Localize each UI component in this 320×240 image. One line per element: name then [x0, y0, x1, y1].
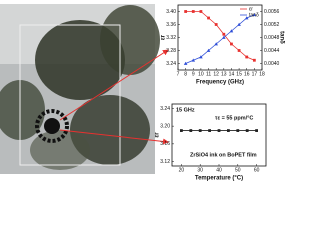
legend-label: tanδ [249, 12, 259, 18]
marker [199, 55, 203, 59]
marker [180, 129, 183, 132]
x-tick-label: 12 [213, 71, 219, 77]
arrows [59, 49, 169, 145]
x-tick-label: 14 [229, 71, 235, 77]
marker [255, 129, 258, 132]
figure: 7 8 9 10 11 12 13 14 15 16 17 18 3.24 3.28 3.32 3.36 3.4… [0, 4, 284, 182]
marker [184, 10, 188, 13]
x-tick-label: 8 [184, 71, 187, 77]
x-tick-label: 10 [198, 71, 204, 77]
y2-tick-label: 0.0052 [264, 22, 280, 28]
x-tick-label: 7 [177, 71, 180, 77]
plot-frame [177, 4, 263, 71]
x-tick-label: 11 [206, 71, 211, 77]
x-tick-label: 9 [192, 71, 195, 77]
marker [244, 16, 249, 20]
marker [214, 23, 218, 26]
y-tick-label: 3.24 [166, 61, 176, 67]
y-tick-label: 3.20 [160, 123, 170, 129]
marker [222, 32, 226, 36]
x-tick-label: 60 [254, 167, 260, 173]
marker [237, 22, 241, 26]
x-axis-label: Frequency (GHz) [196, 80, 244, 86]
series-line [185, 11, 255, 61]
y-tick-label: 3.12 [160, 159, 170, 165]
x-tick-label: 50 [235, 167, 241, 173]
marker [252, 58, 256, 62]
marker [245, 129, 249, 132]
x-axis-label: Temperature (°C) [195, 176, 243, 182]
plot-frame [171, 103, 267, 167]
x-tick-label: 40 [216, 167, 222, 173]
y-tick-label: 3.16 [160, 141, 170, 147]
annotation: τε = 55 ppm/°C [215, 115, 253, 121]
marker [229, 29, 234, 33]
y2-tick-label: 0.0044 [264, 48, 280, 54]
y2-tick-label: 0.0040 [264, 61, 280, 67]
x-tick-label: 20 [179, 167, 185, 173]
x-tick-label: 17 [252, 71, 258, 77]
annotation: 15 GHz [176, 107, 195, 113]
y-axis-label: εr [161, 34, 167, 40]
y-axis-label: εr [155, 132, 161, 138]
marker [245, 55, 249, 59]
marker [236, 129, 240, 132]
marker [206, 48, 211, 52]
marker [183, 61, 188, 65]
x-tick-label: 16 [244, 71, 250, 77]
marker [237, 49, 241, 52]
legend-label: εr [249, 6, 253, 12]
y-tick-label: 3.24 [160, 106, 170, 112]
y2-tick-label: 0.0056 [264, 9, 280, 15]
series-line [185, 14, 255, 64]
marker [189, 129, 193, 132]
marker [217, 129, 221, 132]
annotation: ZrSiO4 ink on BoPET film [190, 152, 257, 158]
marker [191, 58, 196, 62]
y-tick-label: 3.28 [166, 48, 176, 54]
marker [252, 12, 257, 17]
y-tick-label: 3.36 [166, 22, 176, 28]
y-tick-label: 3.32 [166, 35, 176, 41]
marker [208, 129, 211, 132]
photo [0, 4, 160, 174]
x-tick-label: 18 [259, 71, 265, 77]
marker [191, 10, 195, 13]
y2-axis-label: tanδ [278, 31, 284, 44]
marker [199, 10, 203, 13]
x-tick-label: 15 [236, 71, 242, 77]
marker [198, 129, 202, 132]
marker [227, 129, 230, 132]
marker [222, 35, 226, 39]
marker [230, 42, 233, 46]
x-tick-label: 30 [197, 167, 203, 173]
x-tick-label: 13 [221, 71, 227, 77]
marker [214, 42, 218, 46]
y-tick-label: 3.40 [166, 9, 176, 15]
y2-tick-label: 0.0048 [264, 35, 280, 41]
marker [207, 16, 210, 20]
